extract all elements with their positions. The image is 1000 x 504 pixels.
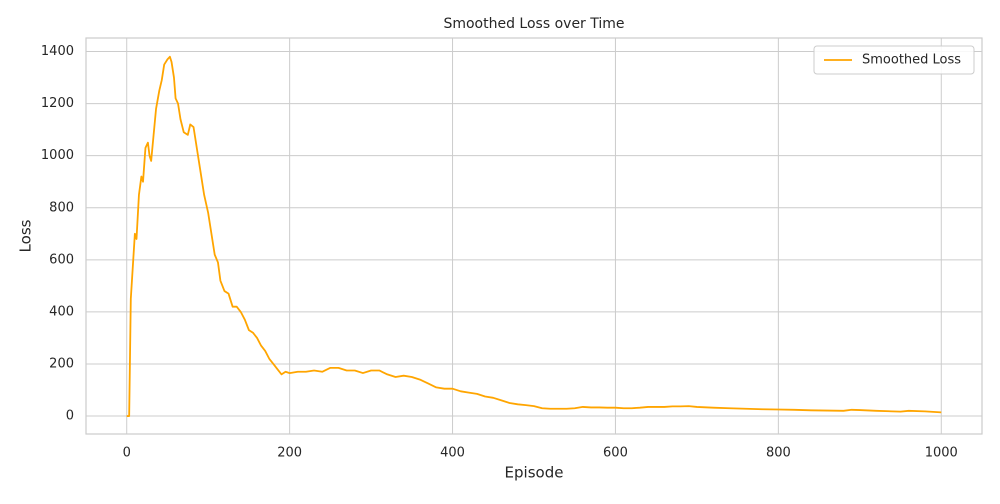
legend-frame (813, 45, 975, 75)
x-axis-label: Episode (505, 464, 564, 482)
x-tick-label: 800 (766, 446, 791, 461)
y-tick-label: 400 (49, 304, 74, 319)
x-tick-label: 0 (123, 446, 131, 461)
y-tick-label: 600 (49, 252, 74, 267)
plot-frame (85, 37, 983, 435)
legend: Smoothed Loss (813, 45, 975, 75)
line-series (126, 55, 942, 417)
x-tick-label: 1000 (925, 446, 958, 461)
y-axis-label: Loss (17, 219, 35, 252)
y-tick-label: 800 (49, 200, 74, 215)
chart-title: Smoothed Loss over Time (443, 16, 624, 32)
x-tick-label: 200 (277, 446, 302, 461)
x-tick-label: 600 (603, 446, 628, 461)
y-tick-label: 0 (66, 409, 74, 424)
y-tick-label: 1200 (41, 96, 74, 111)
y-tick-label: 1400 (41, 44, 74, 59)
legend-label: Smoothed Loss (862, 53, 961, 68)
x-tick-label: 400 (440, 446, 465, 461)
y-tick-label: 1000 (41, 148, 74, 163)
y-tick-label: 200 (49, 356, 74, 371)
